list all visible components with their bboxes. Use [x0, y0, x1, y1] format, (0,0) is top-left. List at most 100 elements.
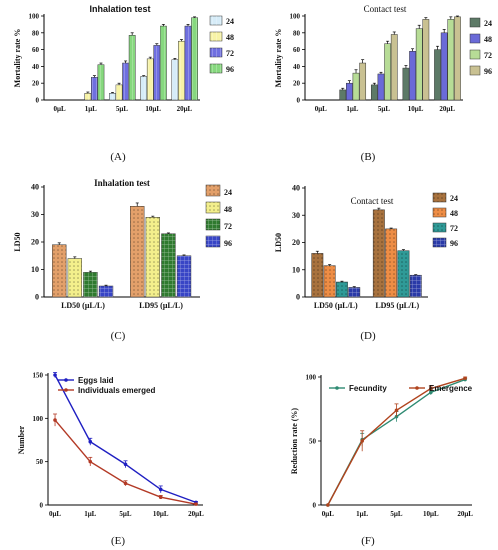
data-point	[88, 439, 93, 444]
legend-pattern	[433, 193, 446, 202]
y-tick-label: 10	[31, 265, 39, 274]
chart-e: 0 50 100 150 Number 0μL 1μL 5μL 10μL 20μL Eggs lai…	[17, 372, 204, 519]
y-tick-label: 50	[36, 458, 44, 466]
y-tick-label: 20	[32, 80, 40, 88]
y-tick-label: 100	[29, 13, 40, 21]
legend-swatch	[469, 33, 481, 44]
y-tick-label: 150	[33, 372, 44, 380]
legend-label: 48	[226, 33, 234, 42]
legend-pattern	[206, 219, 220, 230]
legend-pattern	[206, 185, 220, 196]
panel-label-d: (D)	[360, 330, 376, 342]
x-tick-label: 5μL	[390, 510, 402, 518]
y-tick-label: 0	[36, 97, 40, 105]
legend-swatch	[469, 65, 481, 76]
y-tick-label: 60	[32, 46, 40, 54]
y-axis-label: LD50	[13, 232, 22, 251]
series-line	[327, 377, 466, 506]
bar-pattern	[130, 206, 145, 297]
bar	[409, 51, 416, 101]
y-tick-label: 80	[293, 29, 301, 37]
bar	[346, 82, 353, 101]
legend-label: 24	[226, 17, 234, 26]
bar-pattern	[83, 272, 98, 297]
legend-label: 48	[450, 209, 458, 218]
data-point	[394, 408, 399, 413]
bar	[359, 62, 367, 101]
data-point	[463, 376, 467, 381]
y-tick-label: 50	[309, 438, 317, 446]
y-axis-label: Reduction rate (%)	[290, 408, 299, 475]
y-tick-label: 0	[40, 502, 44, 510]
bar-pattern	[140, 76, 147, 100]
bar	[440, 32, 448, 101]
x-tick-label: 20μL	[439, 105, 455, 113]
x-tick-label: LD50 (μL/L)	[61, 301, 105, 310]
y-axis-label: Number	[17, 425, 26, 454]
y-tick-label: 20	[292, 238, 300, 247]
bar-pattern	[385, 228, 397, 297]
bar	[390, 34, 398, 101]
x-tick-label: 1μL	[356, 510, 368, 518]
bar-pattern	[410, 275, 422, 297]
chart-d: Contact test 0 10 20 30 40 LD50 LD50 (μL/L) LD95…	[274, 184, 458, 311]
y-tick-label: 40	[31, 183, 39, 192]
bar	[434, 49, 441, 101]
bar-pattern	[129, 35, 136, 100]
legend-label: 72	[450, 224, 458, 233]
bar-pattern	[122, 63, 129, 100]
x-tick-label: 10μL	[145, 105, 161, 113]
x-tick-label: LD50 (μL/L)	[314, 301, 358, 310]
data-point	[123, 462, 128, 467]
bar-pattern	[91, 77, 98, 100]
x-tick-label: 0μL	[49, 510, 61, 518]
legend-label: 96	[450, 239, 458, 248]
y-tick-label: 60	[293, 46, 301, 54]
legend-label: 24	[450, 194, 458, 203]
y-tick-label: 100	[290, 13, 301, 21]
legend-pattern	[206, 236, 220, 247]
x-tick-label: 1μL	[84, 510, 96, 518]
legend-label: 96	[226, 65, 234, 74]
x-tick-label: 10μL	[408, 105, 424, 113]
panel-label-f: (F)	[361, 535, 375, 547]
chart-title: Contact test	[364, 4, 407, 14]
x-tick-label: 1μL	[85, 105, 97, 113]
legend-label: 72	[224, 222, 232, 231]
legend-swatch	[469, 49, 481, 60]
legend-label: Eggs laid	[78, 376, 114, 385]
bar	[384, 43, 391, 101]
data-point	[360, 439, 364, 443]
legend-label: Fecundity	[349, 384, 387, 393]
y-tick-label: 30	[292, 211, 300, 220]
bar	[352, 72, 360, 101]
y-tick-label: 80	[32, 29, 40, 37]
bar	[415, 28, 423, 101]
bar	[377, 73, 385, 101]
chart-title: Inhalation test	[94, 178, 150, 188]
y-tick-label: 0	[35, 293, 39, 302]
legend-pattern	[433, 223, 446, 232]
x-tick-label: 1μL	[346, 105, 358, 113]
data-point	[53, 373, 57, 377]
bar-pattern	[184, 26, 192, 100]
bar	[454, 16, 461, 101]
y-tick-label: 20	[31, 238, 39, 247]
chart-c: Inhalation test 0 10 20 30 40 LD50 LD50 (μL/L) L…	[13, 178, 232, 310]
y-tick-label: 20	[293, 80, 301, 88]
y-tick-label: 10	[292, 265, 300, 274]
series-line	[327, 378, 466, 506]
legend-swatch	[469, 17, 481, 28]
bar-pattern	[336, 282, 348, 297]
legend-marker	[64, 378, 68, 382]
chart-b: Contact test 0 20 40 60 80 100 Mortality rate %…	[274, 4, 492, 113]
bar-pattern	[161, 233, 176, 297]
legend-label: Emergence	[429, 384, 473, 393]
x-tick-label: 5μL	[119, 510, 131, 518]
bar	[402, 67, 410, 101]
y-tick-label: 30	[31, 210, 39, 219]
bar-pattern	[171, 59, 179, 100]
chart-a: Inhalation test 0 20 40 60 80 100 Mortality rat…	[13, 4, 234, 113]
bar-pattern	[99, 286, 113, 297]
data-point	[158, 495, 163, 500]
